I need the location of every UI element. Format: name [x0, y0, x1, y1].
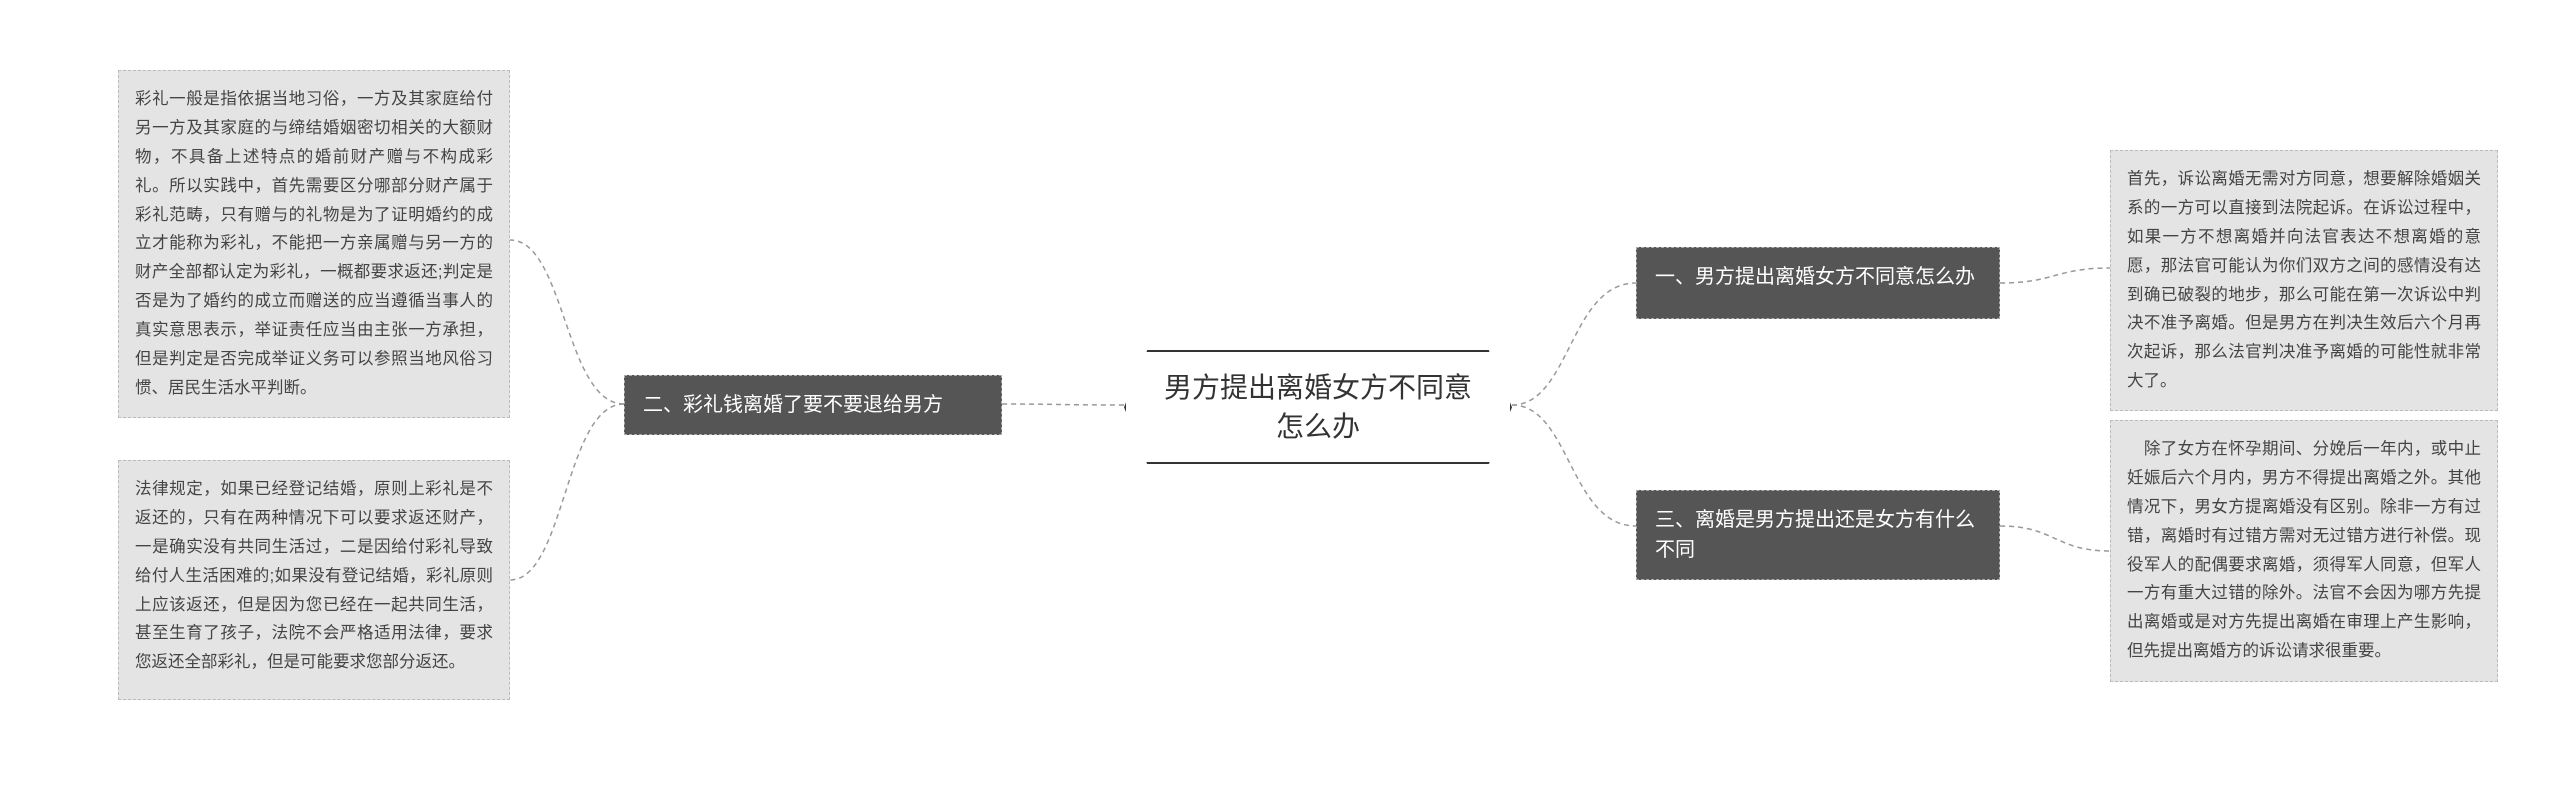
- connector: [510, 404, 624, 580]
- leaf-left-1-1: 彩礼一般是指依据当地习俗，一方及其家庭给付另一方及其家庭的与缔结婚姻密切相关的大…: [118, 70, 510, 418]
- branch-left-1: 二、彩礼钱离婚了要不要退给男方: [624, 375, 1002, 435]
- connector: [1512, 283, 1636, 405]
- leaf-right-2-1: 除了女方在怀孕期间、分娩后一年内，或中止妊娠后六个月内，男方不得提出离婚之外。其…: [2110, 420, 2498, 682]
- connector: [1512, 405, 1636, 526]
- branch-right-2: 三、离婚是男方提出还是女方有什么不同: [1636, 490, 2000, 580]
- connector: [510, 240, 624, 404]
- branch-right-1: 一、男方提出离婚女方不同意怎么办: [1636, 247, 2000, 319]
- connector: [2000, 526, 2110, 551]
- leaf-left-1-2: 法律规定，如果已经登记结婚，原则上彩礼是不返还的，只有在两种情况下可以要求返还财…: [118, 460, 510, 700]
- center-topic: 男方提出离婚女方不同意怎么办: [1124, 350, 1512, 464]
- mindmap-canvas: 男方提出离婚女方不同意怎么办 一、男方提出离婚女方不同意怎么办 首先，诉讼离婚无…: [0, 0, 2560, 809]
- connector: [1002, 404, 1124, 405]
- connector: [2000, 268, 2110, 283]
- leaf-right-1-1: 首先，诉讼离婚无需对方同意，想要解除婚姻关系的一方可以直接到法院起诉。在诉讼过程…: [2110, 150, 2498, 411]
